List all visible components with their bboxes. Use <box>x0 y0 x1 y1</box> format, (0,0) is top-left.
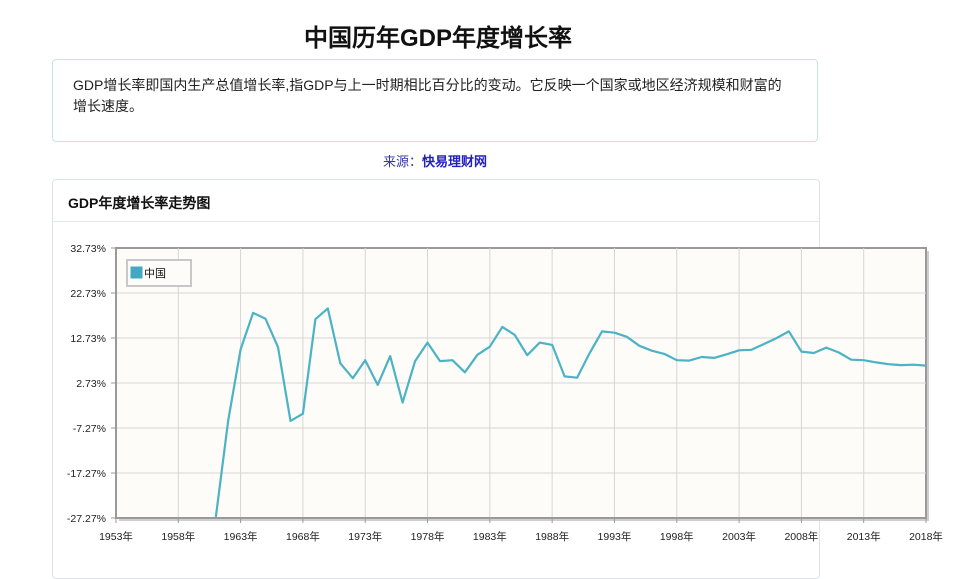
source-label: 来源： <box>382 154 422 169</box>
y-tick-label: -7.27% <box>73 423 106 435</box>
x-tick-label: 1973年 <box>348 530 382 543</box>
source-line: 来源：快易理财网 <box>0 151 870 170</box>
description-text: GDP增长率即国内生产总值增长率,指GDP与上一时期相比百分比的变动。它反映一个… <box>73 77 782 114</box>
x-tick-label: 1983年 <box>473 530 507 543</box>
legend[interactable]: 中国 <box>126 259 192 287</box>
legend-swatch-icon <box>129 265 144 280</box>
y-tick-label: 12.73% <box>70 333 106 345</box>
x-axis-labels: 1953年 1958年 1963年 1968年 1973年 1978年 1983年 1988年… <box>99 530 943 543</box>
x-tick-label: 1953年 <box>99 530 133 543</box>
x-tick-label: 2008年 <box>784 530 818 543</box>
source-link[interactable]: 快易理财网 <box>422 154 488 169</box>
y-tick-label: -27.27% <box>67 513 106 525</box>
y-axis-labels: 32.73% 22.73% 12.73% 2.73% -7.27% -17.27% -27.… <box>67 243 106 525</box>
series-line-中国 <box>214 307 926 518</box>
card-header: GDP年度增长率走势图 <box>53 180 819 222</box>
y-tick-label: 22.73% <box>70 288 106 300</box>
page-title: 中国历年GDP年度增长率 <box>303 25 572 52</box>
y-tick-label: 2.73% <box>76 378 106 390</box>
x-tick-label: 1963年 <box>224 530 258 543</box>
x-tick-label: 2013年 <box>847 530 881 543</box>
x-tick-label: 1968年 <box>286 530 320 543</box>
card-title: GDP年度增长率走势图 <box>68 195 211 211</box>
x-tick-label: 1958年 <box>161 530 195 543</box>
x-tick-label: 1988年 <box>535 530 569 543</box>
x-tick-label: 1998年 <box>660 530 694 543</box>
x-tick-label: 1978年 <box>411 530 445 543</box>
legend-label[interactable]: 中国 <box>144 267 166 280</box>
x-tick-label: 2003年 <box>722 530 756 543</box>
description-box: GDP增长率即国内生产总值增长率,指GDP与上一时期相比百分比的变动。它反映一个… <box>52 59 818 142</box>
y-tick-label: 32.73% <box>70 243 106 255</box>
gdp-line-chart: 32.73% 22.73% 12.73% 2.73% -7.27% -17.27% -27.… <box>67 243 943 543</box>
y-tick-label: -17.27% <box>67 468 106 480</box>
axes <box>115 248 926 519</box>
grid <box>111 247 927 523</box>
x-tick-label: 2018年 <box>909 530 943 543</box>
x-tick-label: 1993年 <box>598 530 632 543</box>
series-line <box>214 307 926 518</box>
